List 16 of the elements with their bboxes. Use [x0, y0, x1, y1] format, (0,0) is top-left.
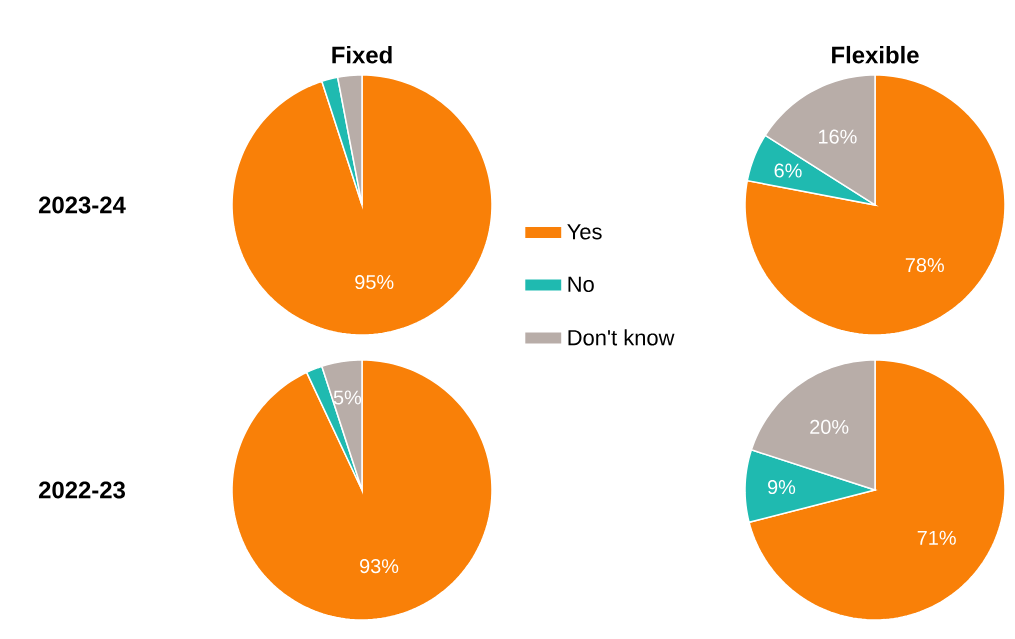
data-label: 93%	[360, 559, 399, 574]
data-label: 71%	[917, 530, 956, 545]
text: 2022-23	[38, 481, 125, 499]
data-label: 20%	[810, 419, 849, 434]
data-label: 95%	[355, 274, 394, 290]
data-label: 9%	[768, 480, 796, 495]
data-label: 6%	[774, 163, 802, 178]
chart-title: Fixed	[332, 45, 392, 64]
text: 2023-24	[38, 196, 126, 214]
legend-label: Don't know	[568, 329, 675, 346]
data-label: 16%	[819, 129, 857, 144]
chart-title: Flexible	[832, 45, 919, 64]
data-label: 78%	[905, 258, 944, 273]
legend-label: Yes	[567, 224, 602, 240]
legend-label: No	[568, 276, 594, 293]
data-label: 5%	[333, 390, 362, 405]
